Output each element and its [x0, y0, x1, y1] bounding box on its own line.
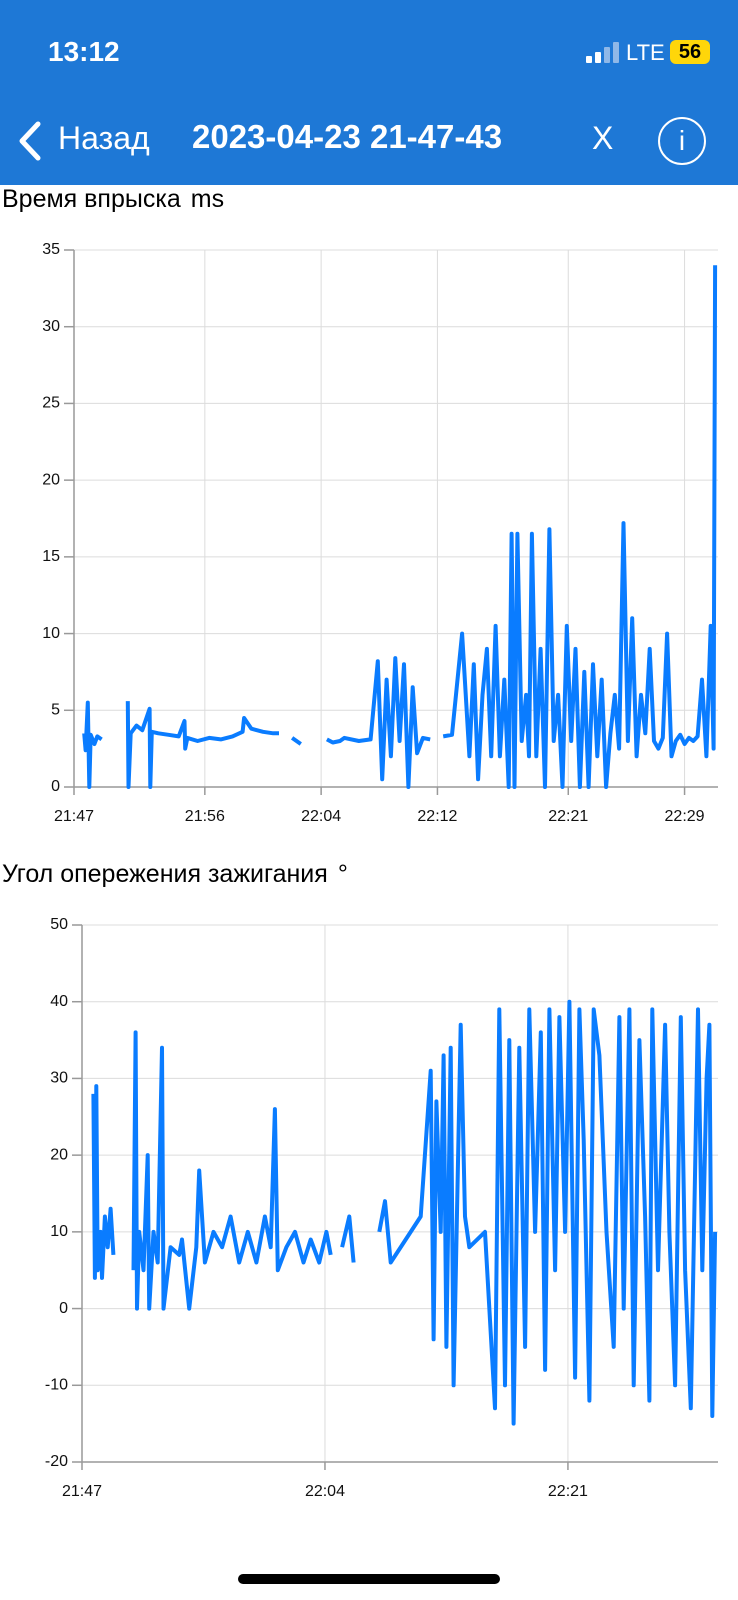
chart-title-text: Угол опережения зажигания [2, 860, 328, 888]
y-tick-label: 10 [50, 1223, 68, 1240]
chart-unit: ms [191, 185, 224, 213]
x-tick-label: 22:12 [417, 808, 457, 825]
chart-title: Угол опережения зажигания ° [2, 860, 348, 888]
y-tick-label: 40 [50, 993, 68, 1010]
y-tick-label: 20 [50, 1146, 68, 1163]
y-tick-label: 35 [42, 241, 60, 258]
y-tick-label: 30 [42, 318, 60, 335]
chart-title-text: Время впрыска [2, 185, 181, 213]
y-tick-label: 10 [42, 625, 60, 642]
x-tick-label: 22:29 [665, 808, 705, 825]
data-line [82, 265, 718, 789]
y-tick-label: 20 [42, 471, 60, 488]
signal-icon [586, 42, 619, 63]
x-tick-label: 22:21 [548, 808, 588, 825]
chart: Время впрыска ms 0 5 10 15 20 25 30 35 21:47 21:56 2… [2, 185, 718, 825]
info-button[interactable]: i [658, 117, 706, 165]
back-chevron[interactable] [16, 120, 44, 162]
back-button[interactable]: Назад [58, 120, 150, 156]
top-bar: 13:12 LTE 56 Назад 2023-04-23 21-47-43 X… [0, 0, 738, 185]
x-tick-label: 22:04 [301, 808, 341, 825]
close-button[interactable]: X [592, 120, 614, 156]
x-tick-label: 21:56 [185, 808, 225, 825]
y-tick-label: 0 [59, 1300, 68, 1317]
x-tick-label: 22:21 [548, 1483, 588, 1500]
chart-unit: ° [338, 860, 348, 888]
status-network: LTE [626, 40, 665, 65]
chart-title: Время впрыска ms [2, 185, 224, 213]
status-battery: 56 [670, 40, 710, 64]
y-tick-label: 30 [50, 1070, 68, 1087]
charts: Время впрыска ms 0 5 10 15 20 25 30 35 21:47 21:56 2… [2, 185, 718, 1500]
nav-title: 2023-04-23 21-47-43 [192, 118, 503, 155]
x-tick-label: 22:04 [305, 1483, 345, 1500]
data-line [91, 999, 718, 1426]
y-tick-label: 5 [51, 702, 60, 719]
chart: Угол опережения зажигания ° -20 -10 0 10 20 30 4… [2, 860, 718, 1500]
x-tick-label: 21:47 [62, 1483, 102, 1500]
x-tick-label: 21:47 [54, 808, 94, 825]
y-tick-label: 25 [42, 395, 60, 412]
y-tick-label: 50 [50, 916, 68, 933]
y-tick-label: -10 [45, 1377, 68, 1394]
home-indicator [238, 1574, 500, 1584]
y-tick-label: 0 [51, 778, 60, 795]
y-tick-label: 15 [42, 548, 60, 565]
status-time: 13:12 [48, 36, 120, 67]
y-tick-label: -20 [45, 1453, 68, 1470]
